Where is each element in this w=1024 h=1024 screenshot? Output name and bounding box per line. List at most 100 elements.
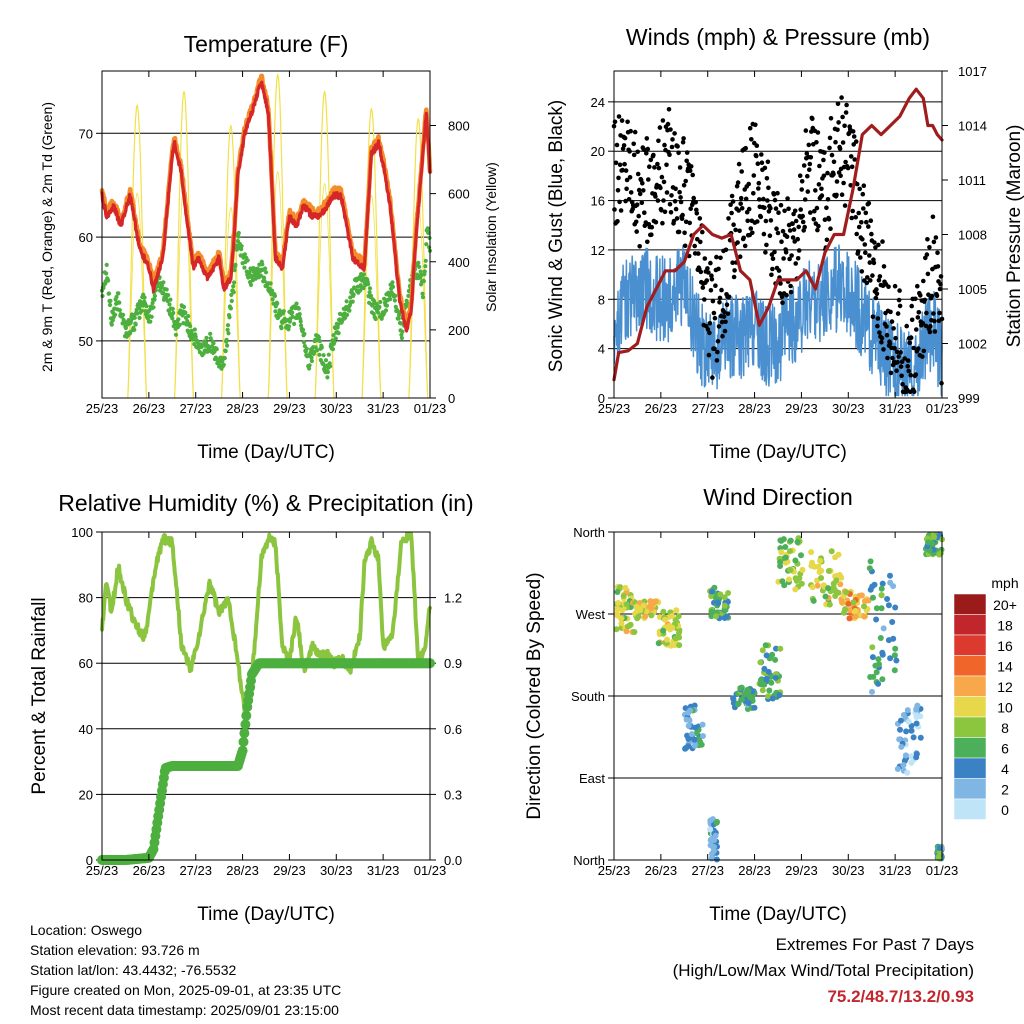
direction-point <box>843 589 850 596</box>
gust-point <box>819 193 825 198</box>
direction-point <box>799 566 806 573</box>
gust-point <box>720 333 725 339</box>
dewpoint-point <box>190 337 195 342</box>
dewpoint-point <box>226 331 231 336</box>
gust-point <box>673 186 678 192</box>
dewpoint-point <box>236 234 241 239</box>
gust-point <box>780 228 786 234</box>
direction-xtick-label: 31/23 <box>879 863 912 878</box>
direction-point <box>614 589 621 595</box>
direction-point <box>925 539 932 546</box>
dewpoint-point <box>128 331 133 336</box>
gust-point <box>759 152 764 157</box>
gust-point <box>836 120 841 125</box>
legend-swatch <box>953 716 987 738</box>
gust-point <box>635 171 641 177</box>
dewpoint-point <box>325 375 330 380</box>
gust-point <box>700 285 706 290</box>
direction-point <box>697 739 704 745</box>
gust-point <box>778 281 783 286</box>
direction-point <box>623 628 630 635</box>
direction-point <box>846 615 853 622</box>
direction-point <box>686 717 693 724</box>
legend-label: 14 <box>997 659 1013 675</box>
winds-ytick-label: 4 <box>598 342 605 357</box>
direction-point <box>685 735 692 742</box>
legend-label: 16 <box>997 638 1013 654</box>
gust-point <box>816 182 822 187</box>
legend-swatch <box>953 593 987 615</box>
gust-point <box>772 249 777 255</box>
legend-label: 18 <box>997 618 1013 634</box>
gust-point <box>678 199 684 205</box>
winds-xtick-label: 27/23 <box>691 401 724 416</box>
dewpoint-point <box>297 312 302 317</box>
temperature-ylabel-left: 2m & 9m T (Red, Orange) & 2m Td (Green) <box>39 102 55 372</box>
direction-point <box>737 685 744 692</box>
gust-point <box>705 327 711 332</box>
direction-point <box>905 718 912 725</box>
gust-point <box>909 303 914 309</box>
gust-point <box>895 311 901 316</box>
gust-point <box>647 164 652 169</box>
gust-point <box>806 142 812 148</box>
gust-point <box>768 205 773 211</box>
direction-point <box>815 563 822 570</box>
gust-point <box>845 165 851 171</box>
temperature-xtick-label: 31/23 <box>367 401 400 416</box>
dewpoint-point <box>377 304 382 309</box>
gust-point <box>765 159 771 165</box>
direction-point <box>778 549 785 556</box>
gust-point <box>697 216 703 221</box>
gust-point <box>623 168 629 173</box>
gust-point <box>706 270 711 275</box>
gust-point <box>713 283 718 289</box>
dewpoint-point <box>366 282 371 287</box>
gust-point <box>914 327 919 332</box>
gust-point <box>869 231 874 237</box>
gust-point <box>622 135 628 141</box>
gust-point <box>880 239 885 244</box>
gust-point <box>680 212 685 218</box>
pressure-line <box>612 87 944 382</box>
gust-point <box>885 355 890 361</box>
gust-point <box>661 179 667 185</box>
gust-point <box>892 283 898 289</box>
gust-point <box>921 348 927 354</box>
direction-point <box>766 687 773 694</box>
gust-point <box>861 183 867 188</box>
gust-point <box>763 250 768 255</box>
gust-point <box>639 200 645 206</box>
dewpoint-point <box>388 297 393 302</box>
direction-point <box>759 687 766 694</box>
gust-point <box>876 278 882 283</box>
gust-point <box>734 183 740 189</box>
legend-label: 2 <box>1001 782 1009 798</box>
direction-ylabel-left: Direction (Colored By Speed) <box>524 572 545 819</box>
direction-panel: Wind Direction Time (Day/UTC) Direction … <box>524 484 1019 925</box>
gust-point <box>920 354 925 359</box>
gust-point <box>717 300 722 305</box>
dewpoint-point <box>151 305 156 310</box>
dewpoint-point <box>104 262 109 267</box>
gust-point <box>659 174 665 180</box>
gust-point <box>799 179 805 184</box>
gust-point <box>700 229 705 235</box>
dewpoint-point <box>233 262 238 267</box>
direction-point <box>685 722 692 729</box>
dewpoint-point <box>221 362 226 367</box>
dewpoint-point <box>423 264 428 269</box>
gust-point <box>827 145 832 151</box>
solar-curve <box>174 90 194 399</box>
gust-point <box>811 216 817 222</box>
gust-point <box>619 118 625 123</box>
gust-point <box>915 315 921 320</box>
gust-point <box>674 216 680 221</box>
gust-point <box>687 168 693 173</box>
gust-point <box>694 211 700 216</box>
gust-point <box>710 298 716 304</box>
gust-point <box>913 372 919 377</box>
gust-point <box>615 219 620 224</box>
gust-point <box>900 382 905 387</box>
